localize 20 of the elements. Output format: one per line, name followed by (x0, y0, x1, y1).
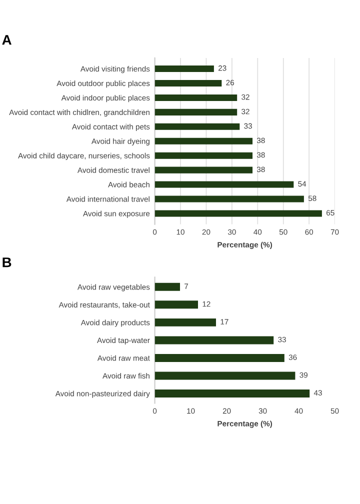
bar (154, 108, 238, 116)
bar (154, 389, 310, 398)
bar (154, 80, 222, 86)
bar (154, 336, 274, 344)
bar (154, 372, 296, 380)
bar (154, 94, 238, 101)
text: A (2, 35, 12, 45)
bar (154, 300, 198, 309)
bar (154, 181, 294, 188)
bar (154, 166, 253, 174)
bar (154, 282, 180, 291)
bar (154, 210, 322, 217)
bar (154, 354, 284, 362)
bar (154, 318, 216, 326)
bar (154, 123, 240, 130)
text: B (2, 258, 12, 268)
bar (154, 66, 214, 72)
bar (154, 152, 253, 159)
bar (154, 138, 253, 144)
bar (154, 196, 304, 202)
